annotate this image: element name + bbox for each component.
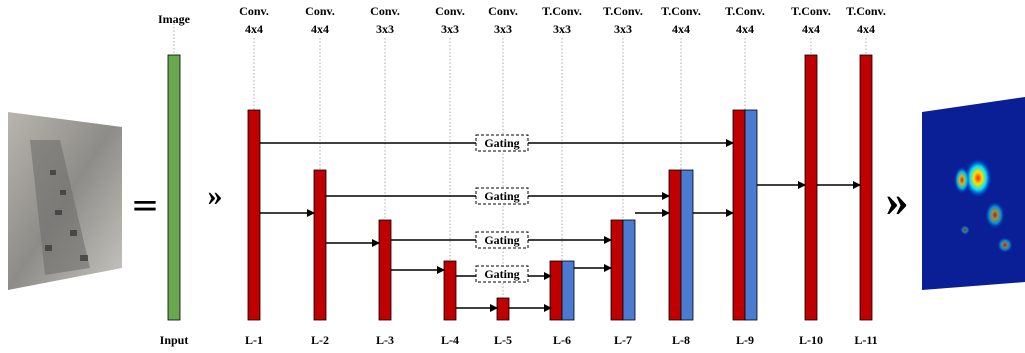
- layer-bar: [860, 55, 872, 320]
- layer-op: Conv.: [435, 4, 465, 18]
- layer-label: L-8: [672, 333, 690, 347]
- input-photo: [8, 112, 122, 290]
- layer-op: T.Conv.: [542, 4, 582, 18]
- layer-kernel: 3x3: [553, 22, 571, 36]
- layer-label: L-3: [376, 333, 394, 347]
- gating-label: Gating: [484, 189, 519, 203]
- layer-bar: [733, 110, 745, 320]
- layer-kernel: 3x3: [376, 22, 394, 36]
- layer-label: L-2: [311, 333, 329, 347]
- input-label: Input: [160, 333, 189, 347]
- image-bar: [168, 55, 180, 320]
- image-label: Image: [158, 12, 191, 26]
- arrow-in: »: [208, 179, 223, 212]
- layer-kernel: 4x4: [857, 22, 875, 36]
- layer-kernel: 4x4: [311, 22, 329, 36]
- layer-bar: [611, 220, 623, 320]
- layer-op: T.Conv.: [725, 4, 765, 18]
- layer-op: Conv.: [239, 4, 269, 18]
- layer-bar: [669, 170, 681, 320]
- layer-op: T.Conv.: [846, 4, 886, 18]
- gating-label: Gating: [484, 136, 519, 150]
- layer-kernel: 4x4: [245, 22, 263, 36]
- layer-op: Conv.: [305, 4, 335, 18]
- layer-kernel: 4x4: [802, 22, 820, 36]
- layer-op: Conv.: [370, 4, 400, 18]
- arrow-out: »: [886, 175, 909, 226]
- gating-label: Gating: [484, 233, 519, 247]
- layer-op: Conv.: [488, 4, 518, 18]
- diagram: = » » Image Input Conv. 4x4 L-1 Conv. 4x4 L-2…: [0, 0, 1025, 353]
- layer-label: L-7: [614, 333, 632, 347]
- skip-bar: [562, 261, 574, 320]
- layer-label: L-4: [441, 333, 459, 347]
- layer-label: L-1: [245, 333, 263, 347]
- layer-kernel: 3x3: [614, 22, 632, 36]
- layer-op: T.Conv.: [791, 4, 831, 18]
- skip-bar: [745, 110, 757, 320]
- layer-label: L-10: [799, 333, 823, 347]
- output-heatmap: [922, 97, 1025, 290]
- layer-bar: [379, 220, 391, 320]
- layer-bar: [444, 261, 456, 320]
- skip-bar: [681, 170, 693, 320]
- gating-label: Gating: [484, 267, 519, 281]
- layer-op: T.Conv.: [661, 4, 701, 18]
- layer-bar: [314, 170, 326, 320]
- layer-kernel: 4x4: [736, 22, 754, 36]
- layer-op: T.Conv.: [603, 4, 643, 18]
- layer-label: L-6: [553, 333, 571, 347]
- skip-bar: [623, 220, 635, 320]
- layer-bar: [248, 110, 260, 320]
- layer-kernel: 4x4: [672, 22, 690, 36]
- layer-bar: [805, 55, 817, 320]
- layer-label: L-11: [854, 333, 877, 347]
- layer-kernel: 3x3: [494, 22, 512, 36]
- equals-sign: =: [131, 186, 160, 226]
- layer-kernel: 3x3: [441, 22, 459, 36]
- layer-label: L-5: [494, 333, 512, 347]
- layer-bar: [497, 298, 509, 320]
- layer-label: L-9: [736, 333, 754, 347]
- layer-bar: [550, 261, 562, 320]
